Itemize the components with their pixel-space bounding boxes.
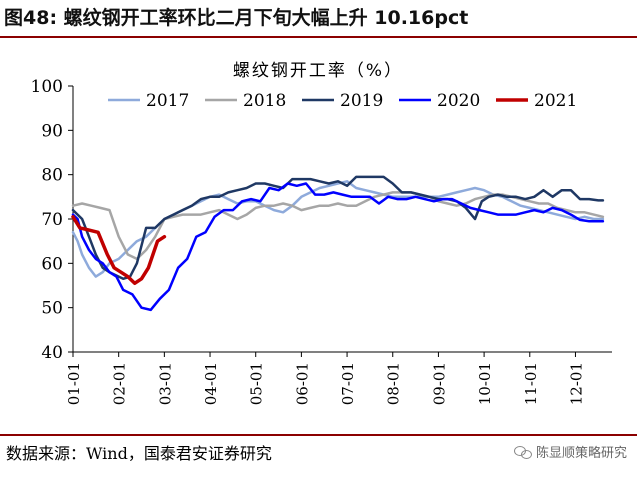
- x-tick-label: 04-01: [202, 362, 220, 405]
- legend-label-2020: 2020: [437, 91, 480, 111]
- x-tick-label: 03-01: [156, 362, 174, 405]
- y-tick-label: 90: [41, 121, 63, 141]
- series-line-2017: [71, 180, 605, 278]
- x-axis: 01-01 02-01 03-01 04-01 05-01 06-01 07-01 08-01…: [65, 351, 612, 405]
- y-tick-label: 60: [41, 254, 63, 274]
- watermark-text: 陈显顺策略研究: [535, 446, 627, 461]
- wechat-icon: [513, 445, 532, 459]
- legend: 2017 2018 2019 2020 2021: [108, 91, 577, 111]
- source-note: 数据来源：Wind，国泰君安证券研究: [6, 444, 272, 463]
- x-tick-label: 02-01: [111, 362, 129, 405]
- y-tick-label: 70: [41, 210, 63, 230]
- watermark: 陈显顺策略研究: [513, 442, 627, 461]
- y-tick-label: 40: [41, 343, 63, 363]
- y-axis: 40 50 60 70 80 90 100: [31, 77, 74, 363]
- series-layer: [71, 175, 605, 312]
- x-tick-label: 06-01: [293, 362, 311, 405]
- legend-label-2018: 2018: [243, 91, 286, 111]
- x-tick-label: 01-01: [65, 362, 83, 405]
- top-divider: [0, 36, 637, 38]
- x-tick-label: 07-01: [339, 362, 357, 405]
- y-tick-label: 80: [41, 166, 63, 186]
- x-tick-label: 11-01: [522, 362, 540, 405]
- chart-title: 螺纹钢开工率（%）: [233, 61, 403, 81]
- chart: 螺纹钢开工率（%） 2017 2018 2019 2020 2021 40 50 60 70 8…: [31, 61, 612, 405]
- legend-label-2021: 2021: [534, 91, 577, 111]
- x-tick-label: 10-01: [476, 362, 494, 405]
- series-line-2021: [71, 215, 167, 286]
- x-tick-label: 08-01: [385, 362, 403, 405]
- x-tick-label: 12-01: [567, 362, 585, 405]
- legend-label-2019: 2019: [340, 91, 383, 111]
- x-tick-label: 09-01: [430, 362, 448, 405]
- series-line-2020: [71, 182, 605, 312]
- bottom-divider: [0, 434, 637, 436]
- figure-title: 图48: 螺纹钢开工率环比二月下旬大幅上升 10.16pct: [4, 7, 469, 29]
- y-tick-label: 100: [31, 77, 63, 97]
- series-line-2019: [71, 175, 605, 281]
- legend-label-2017: 2017: [146, 91, 189, 111]
- series-line-2018: [71, 191, 605, 261]
- x-tick-label: 05-01: [248, 362, 266, 405]
- y-tick-label: 50: [41, 299, 63, 319]
